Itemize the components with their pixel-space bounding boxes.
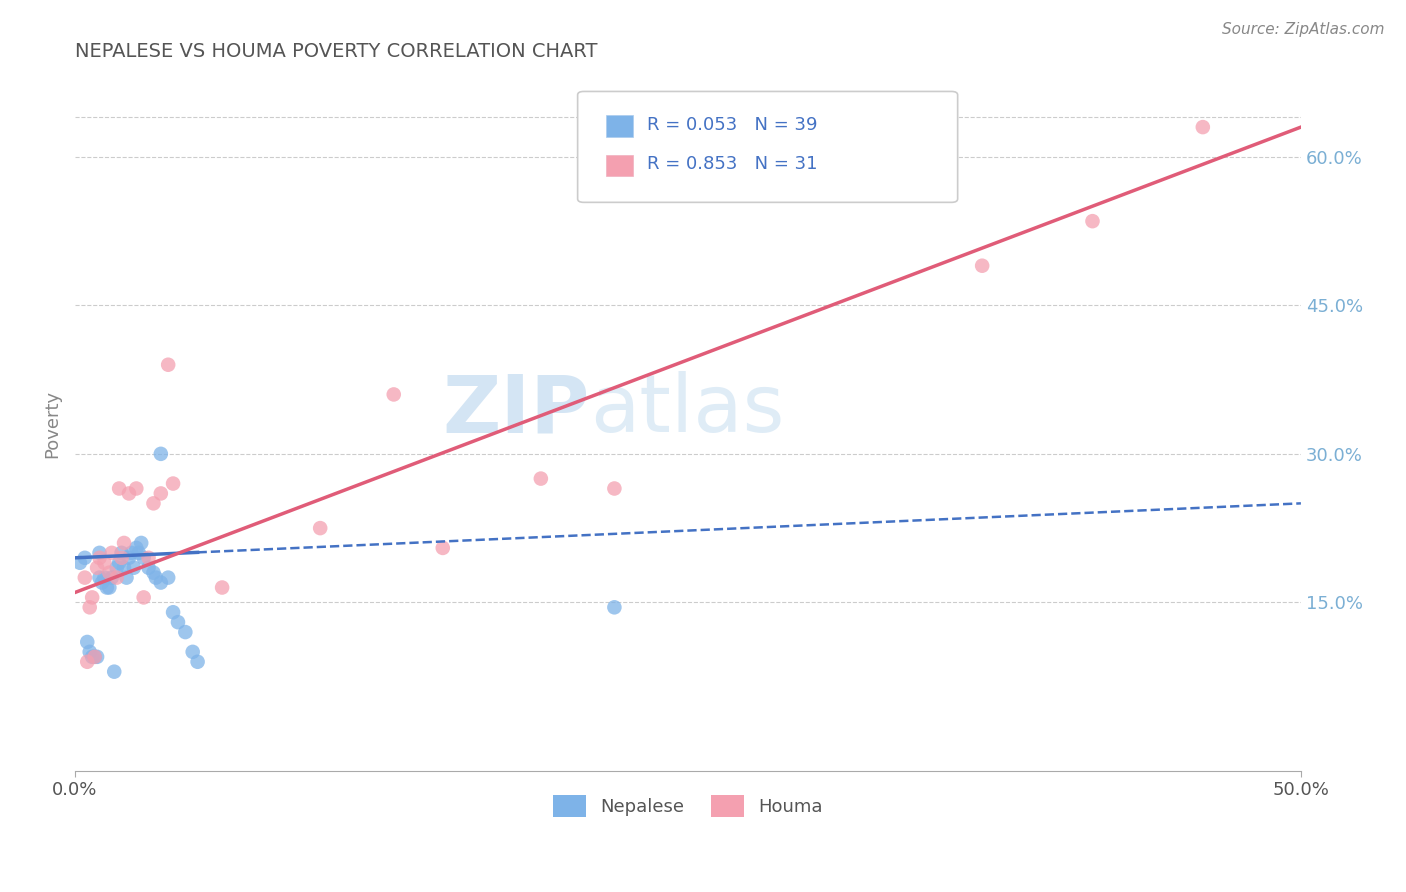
- Point: [125, 482, 148, 496]
- Point: [149, 447, 172, 461]
- Point: [82, 649, 104, 664]
- Text: Source: ZipAtlas.com: Source: ZipAtlas.com: [1222, 22, 1385, 37]
- Point: [972, 259, 994, 273]
- Point: [432, 541, 454, 555]
- Text: ZIP: ZIP: [443, 371, 591, 450]
- Point: [115, 571, 138, 585]
- Point: [157, 358, 180, 372]
- Point: [138, 550, 160, 565]
- Point: [79, 600, 101, 615]
- Point: [82, 591, 104, 605]
- Point: [83, 649, 105, 664]
- Point: [101, 546, 124, 560]
- Point: [98, 581, 121, 595]
- Point: [118, 486, 141, 500]
- Point: [138, 560, 160, 574]
- Text: NEPALESE VS HOUMA POVERTY CORRELATION CHART: NEPALESE VS HOUMA POVERTY CORRELATION CH…: [75, 42, 598, 61]
- Point: [96, 581, 118, 595]
- Point: [83, 649, 105, 664]
- Point: [108, 556, 131, 570]
- Point: [93, 571, 115, 585]
- Point: [110, 546, 132, 560]
- Point: [122, 560, 145, 574]
- Point: [125, 541, 148, 555]
- FancyBboxPatch shape: [578, 92, 957, 202]
- Point: [211, 581, 233, 595]
- Text: R = 0.853   N = 31: R = 0.853 N = 31: [648, 155, 818, 173]
- Point: [101, 571, 124, 585]
- Point: [167, 615, 190, 630]
- Point: [128, 546, 150, 560]
- Point: [98, 566, 121, 580]
- Point: [89, 571, 111, 585]
- Point: [142, 496, 165, 510]
- Point: [129, 536, 152, 550]
- Point: [118, 550, 141, 565]
- Text: R = 0.053   N = 39: R = 0.053 N = 39: [648, 116, 818, 134]
- Point: [89, 546, 111, 560]
- Point: [73, 571, 96, 585]
- Point: [149, 486, 172, 500]
- Point: [1191, 120, 1213, 134]
- Point: [181, 645, 204, 659]
- Point: [108, 482, 131, 496]
- FancyBboxPatch shape: [606, 154, 633, 176]
- Point: [112, 536, 135, 550]
- Point: [187, 655, 209, 669]
- Point: [76, 635, 98, 649]
- Point: [603, 482, 626, 496]
- Point: [157, 571, 180, 585]
- Point: [162, 605, 184, 619]
- Point: [73, 550, 96, 565]
- Point: [86, 560, 108, 574]
- Point: [309, 521, 332, 535]
- Point: [149, 575, 172, 590]
- Legend: Nepalese, Houma: Nepalese, Houma: [546, 788, 830, 824]
- Point: [162, 476, 184, 491]
- Point: [93, 556, 115, 570]
- Point: [142, 566, 165, 580]
- Point: [120, 546, 142, 560]
- Point: [382, 387, 405, 401]
- Point: [1081, 214, 1104, 228]
- Point: [89, 550, 111, 565]
- Y-axis label: Poverty: Poverty: [44, 390, 60, 458]
- FancyBboxPatch shape: [606, 115, 633, 136]
- Text: atlas: atlas: [591, 371, 785, 450]
- Point: [69, 556, 91, 570]
- Point: [91, 575, 114, 590]
- Point: [76, 655, 98, 669]
- Point: [79, 645, 101, 659]
- Point: [132, 591, 155, 605]
- Point: [103, 665, 125, 679]
- Point: [86, 649, 108, 664]
- Point: [110, 550, 132, 565]
- Point: [530, 472, 553, 486]
- Point: [132, 550, 155, 565]
- Point: [105, 571, 128, 585]
- Point: [174, 625, 197, 640]
- Point: [145, 571, 167, 585]
- Point: [603, 600, 626, 615]
- Point: [105, 560, 128, 574]
- Point: [112, 560, 135, 574]
